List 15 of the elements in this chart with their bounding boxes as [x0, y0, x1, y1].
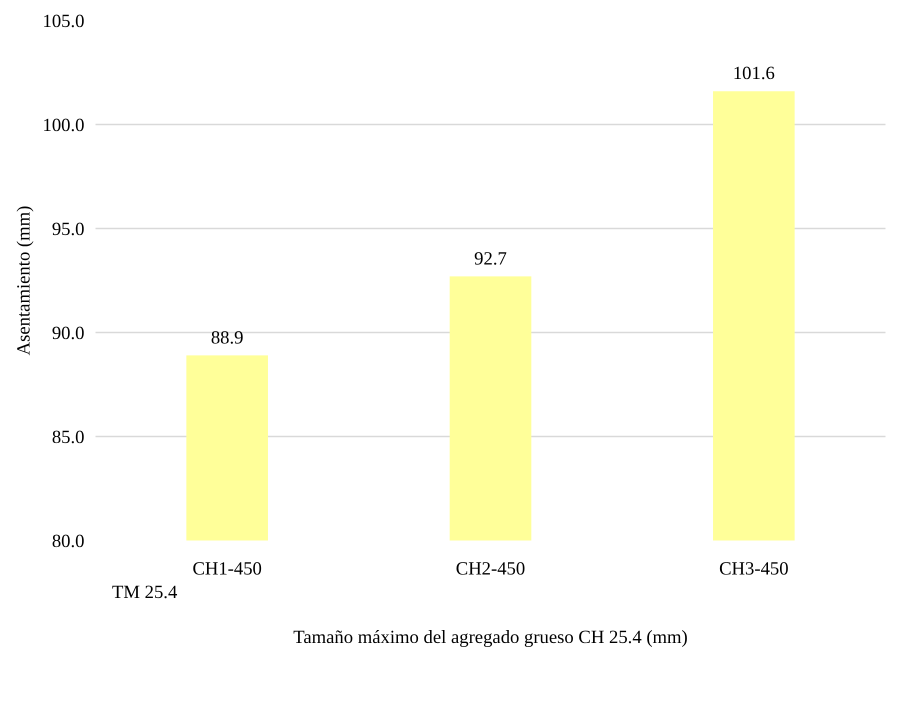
y-tick-label: 90.0: [52, 323, 85, 344]
data-label: 101.6: [732, 63, 775, 84]
y-tick-label: 100.0: [42, 115, 85, 136]
y-tick-label: 85.0: [52, 427, 85, 448]
data-label: 92.7: [474, 248, 507, 270]
y-tick-label: 80.0: [52, 531, 85, 552]
x-tick-label: CH3-450: [719, 558, 789, 580]
y-axis-title: Asentamiento (mm): [14, 206, 35, 356]
y-tick-label: 95.0: [52, 219, 85, 240]
x-axis-title: Tamaño máximo del agregado grueso CH 25.4 (mm): [293, 627, 688, 648]
text: TM 25.4: [112, 582, 178, 604]
data-label: 88.9: [210, 327, 244, 348]
y-tick-label: 105.0: [42, 11, 85, 32]
x-tick-label: CH1-450: [192, 558, 262, 580]
x-tick-label: CH2-450: [456, 558, 526, 580]
